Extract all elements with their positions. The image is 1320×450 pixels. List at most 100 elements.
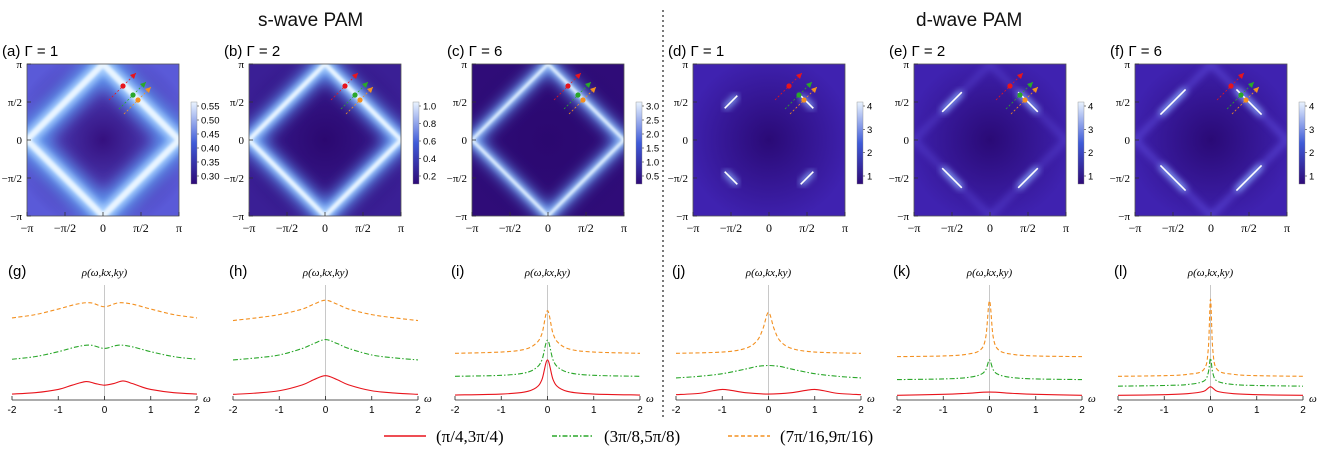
line-panel: (g) ρ(ω,kx,ky) -2 -1 0 1 2ω: [8, 263, 211, 416]
kpoint-arrow: [811, 87, 817, 93]
series-line: [896, 359, 1083, 381]
fermi-surface-band: [914, 64, 1066, 216]
kpoint-arrow: [590, 87, 596, 93]
x-tick-label: -2: [229, 405, 238, 416]
x-tick-label: 0: [322, 221, 328, 235]
kpoint-arrow: [145, 87, 151, 93]
colorbar-label: 1.0: [423, 102, 436, 113]
x-tick-label: π: [398, 221, 404, 235]
colorbar: [1298, 101, 1306, 185]
series-line: [1117, 386, 1304, 396]
series-line: [1117, 357, 1304, 387]
y-tick-label: −π/2: [2, 173, 22, 185]
kpoint-arrow: [1238, 73, 1244, 79]
colorbar-label: 1.0: [646, 158, 659, 169]
kpoint-marker: [1238, 92, 1244, 98]
x-tick-label: π: [1063, 221, 1069, 235]
y-tick-label: π/2: [674, 97, 688, 109]
x-tick-label: 2: [415, 405, 421, 416]
colorbar-label: 3: [1309, 125, 1314, 136]
colorbar-label: 0.55: [201, 102, 220, 113]
x-tick-label: 1: [148, 405, 154, 416]
heatmap-panel: (a) Γ = 1 −π −π/2 0 π/2 π π π/2 0 −π/2 −π 0.55 0.50 0…: [2, 43, 220, 235]
kpoint-arrow: [1017, 73, 1023, 79]
panel-title: (f) Γ = 6: [1110, 43, 1162, 60]
kpoint-marker: [575, 92, 581, 98]
y-axis-label: ρ(ω,kx,ky): [81, 267, 128, 279]
x-tick-label: 0: [1208, 405, 1214, 416]
colorbar: [635, 101, 643, 185]
colorbar: [1077, 101, 1085, 185]
fermi-surface-band: [472, 64, 624, 216]
heatmap-panel: (e) Γ = 2 −π −π/2 0 π/2 π π π/2 0 −π/2 −π 4 3 2 1: [889, 43, 1094, 235]
y-tick-label: π: [16, 59, 22, 71]
colorbar-label: 0.2: [423, 172, 436, 183]
x-tick-label: π/2: [355, 221, 370, 235]
series-line: [896, 391, 1083, 396]
colorbar-label: 2.0: [646, 130, 659, 141]
y-tick-label: 0: [683, 135, 689, 147]
panel-label: (i): [451, 263, 464, 280]
colorbar-label: 1: [1309, 172, 1314, 183]
x-tick-label: 0: [545, 405, 551, 416]
heatmap-background: [27, 64, 179, 216]
colorbar-label: 0.4: [423, 154, 436, 165]
panel-label: (g): [8, 263, 26, 280]
nodal-arc: [1159, 164, 1187, 192]
kpoint-arrow: [585, 82, 591, 88]
x-tick-label: −π/2: [276, 221, 298, 235]
line-panel: (k) ρ(ω,kx,ky) -2 -1 0 1 2ω: [893, 263, 1096, 416]
line-panel: (h) ρ(ω,kx,ky) -2 -1 0 1 2ω: [229, 263, 432, 416]
colorbar-label: 4: [1088, 102, 1093, 113]
y-tick-label: 0: [904, 135, 910, 147]
kpoint-arrow: [140, 82, 146, 88]
kpoint-arrow: [806, 82, 812, 88]
kpoint-arrow: [575, 73, 581, 79]
x-tick-label: -1: [275, 405, 284, 416]
colorbar: [412, 101, 420, 185]
kpoint-marker: [1007, 83, 1013, 89]
y-tick-label: −π: [10, 211, 22, 223]
x-tick-label: −π/2: [941, 221, 963, 235]
colorbar-label: 1: [1088, 172, 1093, 183]
y-tick-label: 0: [1125, 135, 1131, 147]
y-tick-label: −π: [232, 211, 244, 223]
x-tick-label: 1: [591, 405, 597, 416]
x-tick-label: −π: [466, 221, 479, 235]
panel-label: (h): [229, 263, 247, 280]
kpoint-arrow: [1032, 87, 1038, 93]
colorbar: [856, 101, 864, 185]
x-tick-label: π/2: [799, 221, 814, 235]
colorbar-label: 4: [867, 102, 872, 113]
y-axis-label: ρ(ω,kx,ky): [966, 267, 1013, 279]
kpoint-marker: [342, 83, 348, 89]
y-tick-label: −π: [897, 211, 909, 223]
series-line: [675, 364, 862, 379]
kpoint-arrow: [1253, 87, 1259, 93]
colorbar-label: 1: [867, 172, 872, 183]
nodal-arc: [941, 91, 963, 113]
x-tick-label: 2: [637, 405, 643, 416]
y-tick-label: π: [682, 59, 688, 71]
x-axis-label: ω: [203, 393, 211, 405]
kpoint-arrow: [796, 73, 802, 79]
kpoint-marker: [1022, 97, 1028, 103]
x-tick-label: 1: [1254, 405, 1260, 416]
x-tick-label: −π/2: [499, 221, 521, 235]
legend-label: (7π/16,9π/16): [780, 427, 873, 446]
heatmap-glow: [693, 64, 845, 216]
colorbar-label: 2: [1309, 148, 1314, 159]
x-tick-label: 1: [812, 405, 818, 416]
x-tick-label: 0: [987, 405, 993, 416]
kpoint-marker: [801, 97, 807, 103]
y-tick-label: −π: [676, 211, 688, 223]
series-line: [232, 299, 419, 322]
x-tick-label: -2: [672, 405, 681, 416]
x-axis-label: ω: [1309, 393, 1317, 405]
panel-title: (e) Γ = 2: [889, 43, 945, 60]
x-axis-label: ω: [1088, 393, 1096, 405]
x-tick-label: −π/2: [54, 221, 76, 235]
panel-label: (k): [893, 263, 911, 280]
fermi-surface-band: [249, 64, 401, 216]
